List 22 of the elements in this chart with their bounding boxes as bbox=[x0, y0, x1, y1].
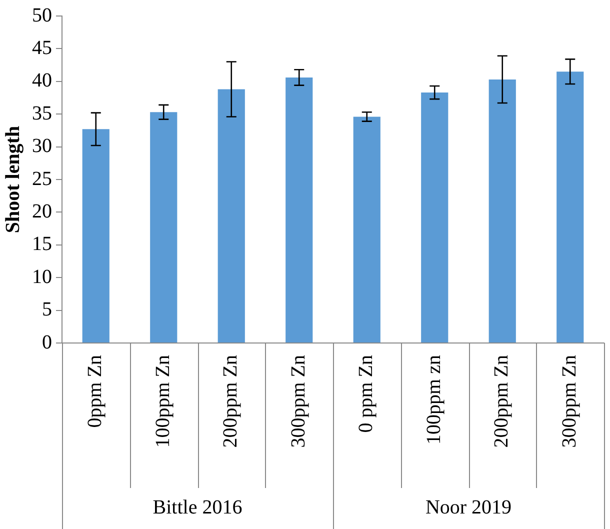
text: Noor 2019 bbox=[425, 496, 512, 518]
y-tick-label: 30 bbox=[32, 135, 52, 158]
x-tick-label: 100ppm zn bbox=[422, 355, 445, 444]
y-tick-label: 40 bbox=[32, 70, 52, 92]
y-tick-label: 25 bbox=[32, 168, 52, 190]
x-tick-label: 100ppm Zn bbox=[152, 355, 174, 448]
y-tick-label: 35 bbox=[32, 102, 52, 124]
x-tick-label: 300ppm Zn bbox=[287, 355, 310, 448]
x-tick-label: 200ppm Zn bbox=[220, 355, 242, 448]
text: Bittle 2016 bbox=[152, 496, 242, 518]
y-tick-label: 50 bbox=[32, 4, 52, 26]
y-axis-title: Shoot length bbox=[2, 126, 24, 234]
y-tick-label: 10 bbox=[32, 266, 52, 288]
x-tick-label: 0ppm Zn bbox=[84, 355, 106, 428]
y-tick-label: 0 bbox=[42, 331, 52, 354]
x-tick-label: 200ppm Zn bbox=[490, 355, 513, 448]
x-tick-label: 0 ppm Zn bbox=[355, 355, 378, 433]
y-tick-label: 15 bbox=[32, 233, 52, 256]
y-tick-label: 45 bbox=[32, 36, 52, 59]
y-tick-label: 20 bbox=[32, 200, 52, 222]
x-tick-label: 300ppm Zn bbox=[558, 355, 580, 448]
y-tick-label: 5 bbox=[42, 298, 52, 321]
